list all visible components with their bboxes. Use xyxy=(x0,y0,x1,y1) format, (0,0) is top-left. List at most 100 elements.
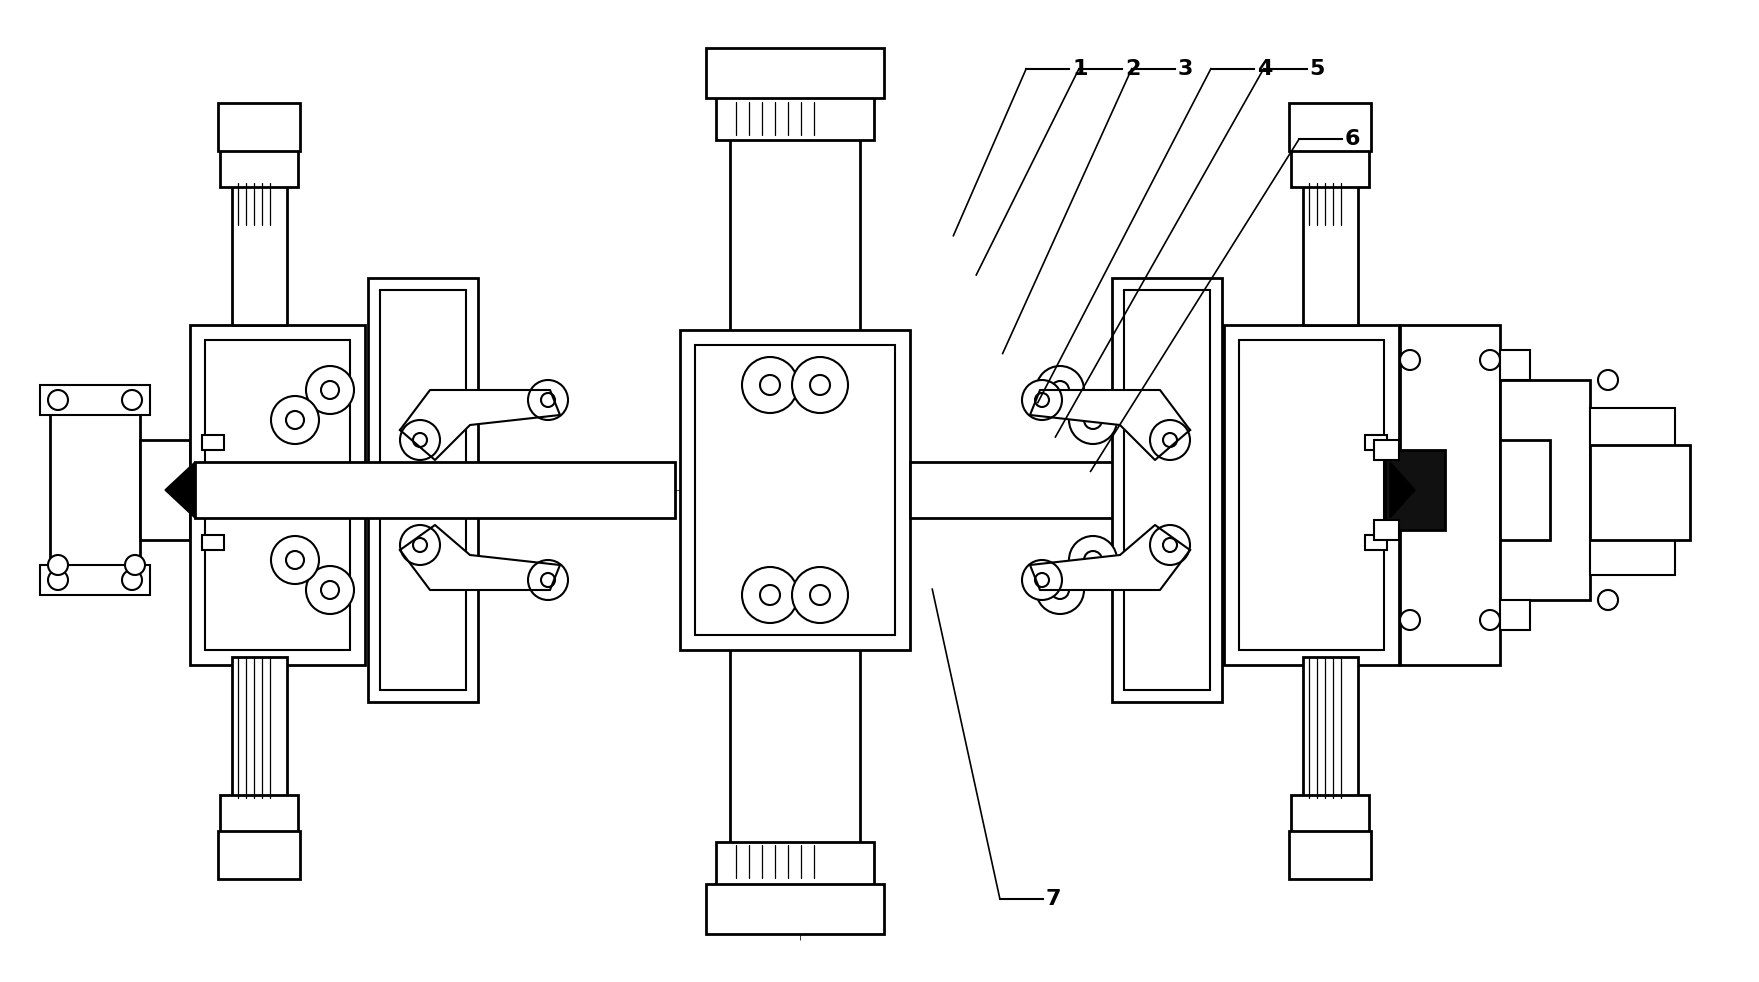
Bar xyxy=(1400,325,1500,665)
Circle shape xyxy=(125,555,144,575)
Text: 4: 4 xyxy=(1258,59,1272,79)
Bar xyxy=(1224,325,1398,665)
Bar xyxy=(695,345,895,635)
Bar xyxy=(1374,440,1398,460)
Circle shape xyxy=(1069,396,1117,444)
Bar xyxy=(220,795,297,837)
Polygon shape xyxy=(1031,525,1191,590)
Bar xyxy=(218,831,301,879)
Bar xyxy=(218,103,301,151)
Circle shape xyxy=(542,573,556,587)
Circle shape xyxy=(742,357,799,413)
Circle shape xyxy=(320,581,339,599)
Text: 3: 3 xyxy=(1179,59,1193,79)
Bar xyxy=(1500,350,1530,380)
Circle shape xyxy=(287,551,304,569)
Bar xyxy=(232,657,287,802)
Circle shape xyxy=(121,570,142,590)
Bar xyxy=(1124,290,1210,690)
Circle shape xyxy=(121,390,142,410)
Circle shape xyxy=(1034,393,1048,407)
Bar xyxy=(202,435,223,450)
Text: 7: 7 xyxy=(1047,889,1061,908)
Bar xyxy=(368,278,478,702)
Text: 1: 1 xyxy=(1073,59,1087,79)
Text: 2: 2 xyxy=(1126,59,1140,79)
Bar xyxy=(1500,440,1550,540)
Circle shape xyxy=(1050,381,1069,399)
Circle shape xyxy=(1036,566,1084,614)
Circle shape xyxy=(1050,581,1069,599)
Circle shape xyxy=(792,357,848,413)
Circle shape xyxy=(1034,573,1048,587)
Polygon shape xyxy=(399,525,559,590)
Circle shape xyxy=(271,396,318,444)
Polygon shape xyxy=(1390,462,1414,518)
Circle shape xyxy=(1597,370,1618,390)
Circle shape xyxy=(1150,525,1191,565)
Circle shape xyxy=(1036,366,1084,414)
Bar xyxy=(1500,380,1590,600)
Bar xyxy=(1384,450,1444,530)
Circle shape xyxy=(1400,350,1420,370)
Bar xyxy=(190,325,366,665)
Bar xyxy=(1365,435,1388,450)
Bar xyxy=(730,490,860,880)
Circle shape xyxy=(1022,560,1062,600)
Circle shape xyxy=(1400,610,1420,630)
Bar xyxy=(1590,535,1675,575)
Bar xyxy=(1303,180,1358,325)
Bar xyxy=(220,145,297,187)
Bar xyxy=(1291,795,1369,837)
Text: 5: 5 xyxy=(1310,59,1325,79)
Polygon shape xyxy=(165,462,195,518)
Bar xyxy=(681,330,909,650)
Bar xyxy=(716,90,874,140)
Bar xyxy=(705,884,885,934)
Circle shape xyxy=(792,567,848,623)
Circle shape xyxy=(760,375,779,395)
Text: 6: 6 xyxy=(1346,130,1360,149)
Bar xyxy=(1590,445,1690,540)
Bar xyxy=(1374,520,1398,540)
Circle shape xyxy=(1163,433,1177,447)
Circle shape xyxy=(742,567,799,623)
Bar xyxy=(1500,600,1530,630)
Bar xyxy=(49,390,141,590)
Bar xyxy=(206,340,350,650)
Bar xyxy=(1365,535,1388,550)
Circle shape xyxy=(399,525,440,565)
Bar xyxy=(705,48,885,98)
Circle shape xyxy=(809,375,830,395)
Circle shape xyxy=(760,585,779,605)
Circle shape xyxy=(528,560,568,600)
Circle shape xyxy=(399,420,440,460)
Bar xyxy=(1289,103,1370,151)
Polygon shape xyxy=(399,390,559,460)
Bar xyxy=(141,440,190,540)
Circle shape xyxy=(1022,380,1062,420)
Circle shape xyxy=(271,536,318,584)
Circle shape xyxy=(47,570,69,590)
Bar xyxy=(1590,408,1675,448)
Circle shape xyxy=(1597,590,1618,610)
Circle shape xyxy=(1479,350,1500,370)
Bar xyxy=(1289,831,1370,879)
Circle shape xyxy=(1479,610,1500,630)
Circle shape xyxy=(47,390,69,410)
Circle shape xyxy=(320,381,339,399)
Bar xyxy=(380,290,466,690)
Bar xyxy=(716,842,874,892)
Bar xyxy=(202,535,223,550)
Bar xyxy=(232,180,287,325)
Circle shape xyxy=(47,555,69,575)
Bar xyxy=(909,462,1390,518)
Circle shape xyxy=(809,585,830,605)
Circle shape xyxy=(413,538,427,552)
Bar xyxy=(1291,145,1369,187)
Circle shape xyxy=(1084,411,1101,429)
Bar xyxy=(730,100,860,490)
Circle shape xyxy=(542,393,556,407)
Circle shape xyxy=(413,433,427,447)
Bar xyxy=(40,385,150,415)
